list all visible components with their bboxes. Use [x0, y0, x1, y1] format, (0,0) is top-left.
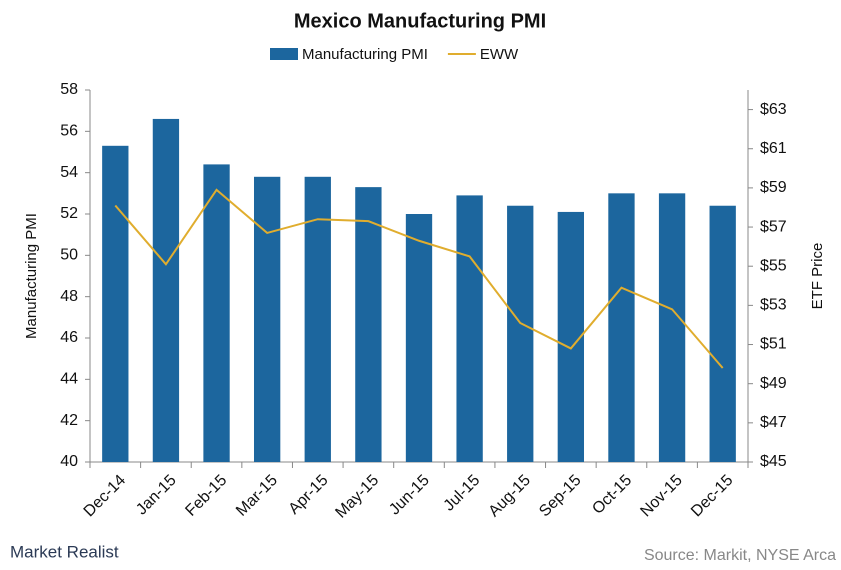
chart-title: Mexico Manufacturing PMI: [294, 10, 546, 32]
y2-tick-label: $53: [760, 297, 787, 314]
bar: [102, 145, 129, 463]
y-tick-label: 42: [60, 412, 78, 429]
y2-tick-label: $55: [760, 257, 787, 274]
y-tick-label: 54: [60, 164, 78, 181]
y2-tick-label: $45: [760, 453, 787, 470]
bar: [405, 214, 433, 462]
bar: [456, 195, 483, 462]
y2-tick-label: $51: [760, 336, 787, 353]
bar: [658, 193, 686, 463]
y-tick-label: 52: [60, 205, 78, 222]
y2-tick-label: $49: [760, 375, 787, 392]
y-tick-label: 58: [60, 81, 78, 98]
y-tick-label: 44: [60, 371, 78, 388]
y-tick-label: 50: [60, 247, 78, 264]
y-tick-label: 48: [60, 288, 78, 305]
y-tick-label: 56: [60, 123, 78, 140]
y-tick-label: 40: [60, 453, 78, 470]
y-axis-title: Manufacturing PMI: [23, 213, 40, 339]
y-tick-label: 46: [60, 329, 78, 346]
bar: [709, 205, 736, 462]
y2-tick-label: $59: [760, 179, 787, 196]
y2-tick-label: $47: [760, 414, 787, 431]
brand: Market Realist: [10, 542, 119, 561]
y2-tick-label: $57: [760, 218, 787, 235]
y2-axis-title: ETF Price: [809, 243, 826, 310]
bar: [152, 118, 180, 462]
bar: [507, 205, 534, 462]
bar: [355, 187, 382, 462]
legend-swatch: [270, 48, 298, 60]
bar: [253, 176, 281, 463]
bar: [608, 193, 635, 463]
source: Source: Markit, NYSE Arca: [644, 547, 836, 564]
legend-label: Manufacturing PMI: [302, 46, 428, 63]
bar: [203, 164, 230, 462]
bar: [304, 176, 331, 463]
y2-tick-label: $63: [760, 101, 787, 118]
legend-label: EWW: [480, 46, 519, 63]
y2-tick-label: $61: [760, 140, 787, 157]
line: [114, 188, 724, 369]
